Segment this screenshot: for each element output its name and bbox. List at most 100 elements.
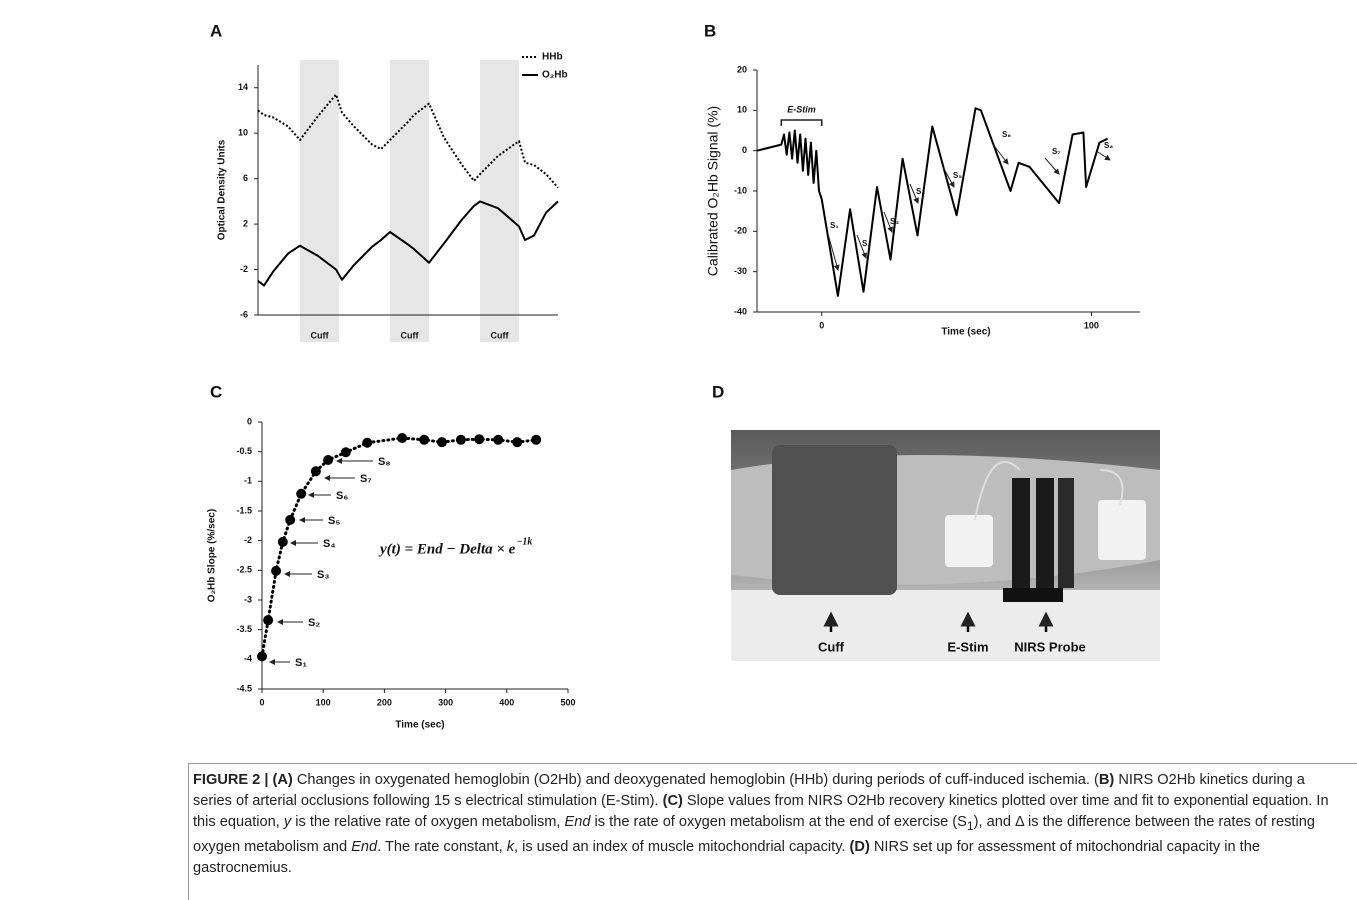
caption-text: FIGURE 2 | (A) xyxy=(193,772,293,788)
slope-label: S₂ xyxy=(308,617,320,629)
stim-bracket xyxy=(780,119,823,126)
y-axis-label: Optical Density Units xyxy=(217,139,228,240)
caption-frame xyxy=(188,763,1357,900)
data-point xyxy=(436,437,447,448)
data-point xyxy=(455,434,466,445)
caption-text: k xyxy=(506,838,514,855)
slope-label: S₁ xyxy=(830,221,839,230)
slope-arrow xyxy=(1044,157,1060,175)
data-point xyxy=(493,434,504,445)
data-point xyxy=(397,433,408,444)
y-tick-label: 0 xyxy=(247,416,252,426)
photo: D Cuff E-Stim NIRS Probe xyxy=(712,382,1160,661)
y-tick-label: 2 xyxy=(243,218,248,228)
data-point xyxy=(285,514,296,525)
y-tick-label: -4 xyxy=(244,654,252,664)
x-tick-label: 500 xyxy=(560,697,575,707)
y-tick-label: -6 xyxy=(240,309,248,319)
data-point xyxy=(310,466,321,477)
data-point xyxy=(296,488,307,499)
panel-letter: B xyxy=(704,21,716,40)
slope-label: S₄ xyxy=(916,187,925,196)
caption-text: End xyxy=(351,838,378,855)
y-tick-label: -2.5 xyxy=(236,565,252,575)
y-tick-label: -3 xyxy=(244,594,252,604)
x-tick-label: 0 xyxy=(819,320,824,330)
x-axis-label: Time (sec) xyxy=(395,720,444,731)
legend-label: HHb xyxy=(542,52,563,63)
slope-label: S₃ xyxy=(890,217,899,226)
y-tick-label: -1 xyxy=(244,476,252,486)
slope-arrow xyxy=(1097,151,1111,161)
caption-text: NIRS set up for assessment of mitochondr… xyxy=(193,838,1260,876)
caption-text: Changes in oxygenated hemoglobin (O2Hb) … xyxy=(292,772,1099,788)
data-line xyxy=(756,107,1109,297)
caption-text: 1 xyxy=(966,818,974,833)
y-tick-label: -2 xyxy=(240,264,248,274)
y-axis-label: O₂Hb Slope (%/sec) xyxy=(207,509,218,602)
caption-text: B) xyxy=(1098,772,1115,788)
data-point xyxy=(257,651,267,662)
x-axis-label: Time (sec) xyxy=(941,327,990,338)
caption-text: (D) xyxy=(849,838,870,855)
photo-label: NIRS Probe xyxy=(1014,639,1086,654)
slope-label: S₈ xyxy=(1104,141,1113,150)
band-label: Cuff xyxy=(311,330,330,340)
y-tick-label: -0.5 xyxy=(236,446,252,456)
slope-arrow xyxy=(991,142,1009,165)
data-line xyxy=(257,93,559,189)
caption-text: . The rate constant, xyxy=(377,838,507,855)
cuff-band xyxy=(390,60,429,342)
cuff-band xyxy=(480,60,519,342)
x-tick-label: 100 xyxy=(1084,320,1099,330)
caption-text: is the relative rate of oxygen metabolis… xyxy=(291,814,565,830)
data-point xyxy=(263,615,274,626)
y-tick-label: -30 xyxy=(734,266,747,276)
band-label: Cuff xyxy=(401,330,420,340)
equation: y(t) = End − Delta × e xyxy=(378,541,516,557)
slope-arrow xyxy=(827,233,840,271)
legend-label: O₂Hb xyxy=(542,70,568,81)
caption-text: is the rate of oxygen metabolism at the … xyxy=(590,814,967,830)
y-tick-label: 10 xyxy=(238,128,248,138)
data-point xyxy=(512,437,523,448)
stim-label: E-Stim xyxy=(787,104,816,114)
slope-arrow xyxy=(883,211,893,233)
cuff-band xyxy=(300,60,339,342)
y-tick-label: -1.5 xyxy=(236,505,252,515)
caption-text: (C) xyxy=(662,793,683,809)
slope-label: S₆ xyxy=(336,490,348,502)
data-point xyxy=(419,434,430,445)
band-label: Cuff xyxy=(491,330,510,340)
y-tick-label: -40 xyxy=(734,306,747,316)
y-tick-label: 10 xyxy=(737,105,747,115)
caption: FIGURE 2 | (A) Changes in oxygenated hem… xyxy=(193,770,1343,879)
y-tick-label: 20 xyxy=(737,64,747,74)
y-tick-label: -10 xyxy=(734,185,747,195)
slope-label: S₄ xyxy=(323,538,336,550)
y-tick-label: 14 xyxy=(238,82,248,92)
figure: D Cuff E-Stim NIRS Probe A Cuff Cuff Cuff -6… xyxy=(207,21,1160,731)
data-point xyxy=(271,565,282,576)
data-point xyxy=(531,434,542,445)
caption-text: y xyxy=(283,814,292,830)
equation-exponent: −1k xyxy=(516,536,532,547)
y-tick-label: 0 xyxy=(742,145,747,155)
data-point xyxy=(362,437,373,448)
data-point xyxy=(340,447,351,458)
caption-text: NIRS O2Hb kinetics during a series of ar… xyxy=(193,772,1305,809)
y-tick-label: -3.5 xyxy=(236,624,252,634)
slope-label: S₆ xyxy=(1002,130,1011,139)
panel-letter: C xyxy=(210,382,222,401)
slope-label: S₅ xyxy=(328,515,340,527)
y-tick-label: -2 xyxy=(244,535,252,545)
x-tick-label: 200 xyxy=(377,697,392,707)
y-tick-label: 6 xyxy=(243,173,248,183)
y-tick-label: -4.5 xyxy=(236,683,252,693)
slope-label: S₁ xyxy=(295,657,307,669)
photo-label: E-Stim xyxy=(947,639,988,654)
x-tick-label: 400 xyxy=(499,697,514,707)
panel-letter: D xyxy=(712,382,724,401)
photo-label: Cuff xyxy=(818,639,845,654)
